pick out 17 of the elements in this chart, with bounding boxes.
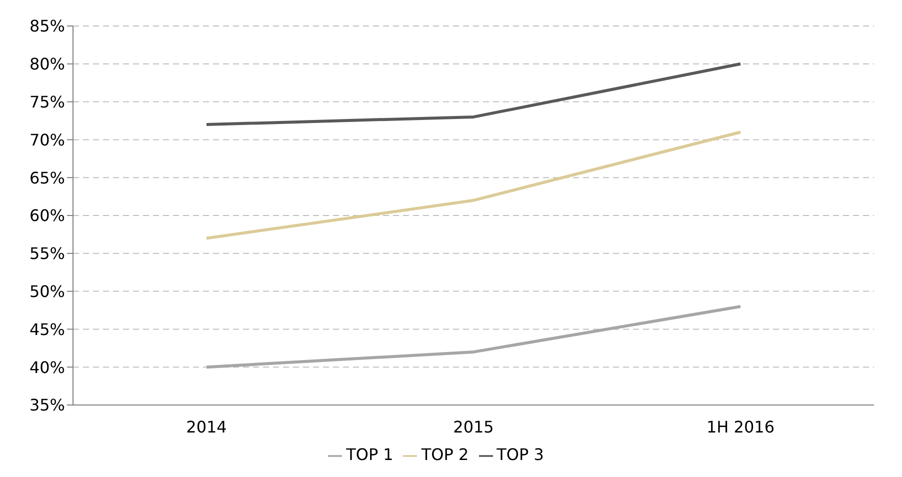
y-tick-label: 45% (29, 320, 65, 339)
x-tick-label: 2015 (453, 417, 494, 436)
legend-label: TOP 1 (346, 445, 394, 464)
y-tick-label: 60% (29, 206, 65, 226)
y-tick-label: 85% (29, 16, 65, 36)
y-tick-label: 75% (29, 92, 65, 112)
y-tick-label: 80% (29, 54, 65, 74)
y-tick-label: 65% (29, 168, 65, 188)
y-tick-label: 70% (29, 130, 65, 150)
legend-label: TOP 2 (421, 445, 469, 464)
x-tick-label: 1H 2016 (706, 417, 775, 436)
x-tick-label: 2014 (186, 417, 227, 436)
legend-label: TOP 3 (496, 445, 544, 464)
y-tick-label: 35% (29, 396, 65, 415)
y-tick-label: 55% (29, 244, 65, 264)
y-tick-label: 50% (29, 282, 65, 301)
y-tick-label: 40% (29, 358, 65, 377)
